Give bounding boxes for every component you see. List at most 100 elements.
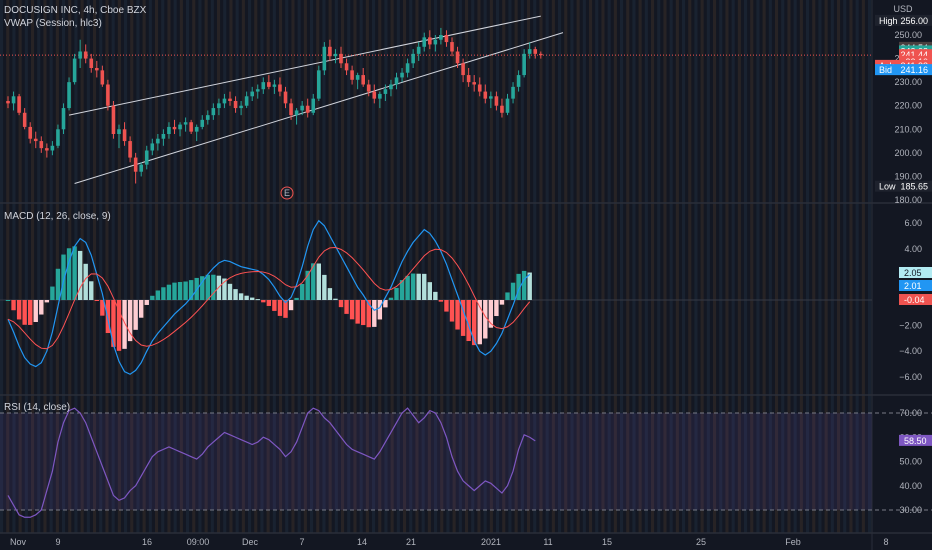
macd-title[interactable]: MACD (12, 26, close, 9) bbox=[4, 211, 111, 222]
macd-histogram-bar bbox=[200, 276, 205, 300]
session-band bbox=[682, 0, 686, 533]
candle-body bbox=[311, 98, 316, 113]
macd-histogram-bar bbox=[433, 291, 438, 300]
price-panel[interactable]: E bbox=[0, 15, 872, 200]
session-band bbox=[328, 0, 332, 533]
candle-body bbox=[339, 53, 343, 64]
macd-histogram-bar bbox=[388, 297, 394, 300]
price-tag-box bbox=[875, 180, 932, 192]
macd-tick-label: 6.00 bbox=[904, 218, 922, 228]
rsi-title[interactable]: RSI (14, close) bbox=[4, 402, 71, 413]
macd-histogram-bar bbox=[438, 300, 444, 302]
session-band bbox=[564, 0, 568, 533]
candle-body bbox=[527, 49, 532, 54]
macd-histogram-bar bbox=[150, 295, 155, 300]
candle-body bbox=[428, 37, 432, 45]
rsi-panel[interactable] bbox=[0, 407, 932, 518]
time-tick-label: 16 bbox=[142, 537, 152, 547]
session-band bbox=[384, 0, 388, 533]
rsi-tick-label: 50.00 bbox=[899, 457, 922, 467]
session-band bbox=[217, 0, 221, 533]
session-band bbox=[663, 0, 667, 533]
macd-histogram-bar bbox=[33, 300, 38, 323]
macd-tag-value: -0.04 bbox=[904, 295, 925, 305]
session-band bbox=[725, 0, 729, 533]
candle-body bbox=[28, 126, 32, 139]
time-tick-label: 25 bbox=[696, 537, 706, 547]
channel-lower-line bbox=[74, 32, 564, 184]
macd-legend[interactable]: MACD (12, 26, close, 9) bbox=[4, 210, 111, 223]
session-band bbox=[353, 0, 357, 533]
price-tag-box bbox=[875, 14, 932, 26]
price-legend[interactable]: DOCUSIGN INC, 4h, Cboe BZX VWAP (Session… bbox=[4, 4, 146, 30]
macd-tick-label: −6.00 bbox=[899, 372, 922, 382]
price-tick-label: 180.00 bbox=[894, 195, 922, 205]
rsi-legend[interactable]: RSI (14, close) bbox=[4, 401, 70, 414]
session-band bbox=[334, 0, 338, 533]
session-band bbox=[186, 0, 190, 533]
macd-tick-label: −2.00 bbox=[899, 321, 922, 331]
session-band bbox=[229, 0, 233, 533]
candle-body bbox=[206, 115, 210, 120]
vwap-indicator-label[interactable]: VWAP (Session, hlc3) bbox=[4, 18, 102, 29]
macd-histogram-bar bbox=[416, 273, 421, 300]
macd-histogram-bar bbox=[455, 300, 460, 330]
macd-histogram-bar bbox=[127, 300, 133, 342]
session-band bbox=[179, 0, 183, 533]
session-band bbox=[173, 0, 177, 533]
macd-histogram-bar bbox=[316, 263, 321, 300]
candle-body bbox=[411, 53, 415, 64]
macd-histogram-bar bbox=[460, 300, 466, 336]
macd-histogram-bar bbox=[294, 297, 299, 300]
price-tick-label: 210.00 bbox=[894, 124, 922, 134]
time-tick-label: 09:00 bbox=[187, 537, 210, 547]
session-band bbox=[266, 0, 270, 533]
macd-tag-value: 2.01 bbox=[904, 281, 922, 291]
session-band bbox=[626, 0, 630, 533]
candle-body bbox=[439, 35, 443, 40]
macd-histogram-bar bbox=[394, 287, 399, 300]
macd-histogram-bar bbox=[261, 300, 266, 303]
session-band bbox=[167, 0, 171, 533]
session-band bbox=[378, 0, 382, 533]
macd-histogram-bar bbox=[139, 300, 144, 318]
session-band bbox=[768, 0, 772, 533]
session-band bbox=[241, 0, 245, 533]
session-band bbox=[117, 0, 121, 533]
session-band bbox=[669, 0, 673, 533]
candle-body bbox=[433, 39, 438, 45]
candle-body bbox=[283, 91, 288, 104]
session-band bbox=[37, 0, 41, 533]
macd-histogram-bar bbox=[211, 274, 216, 300]
session-band bbox=[477, 0, 481, 533]
macd-histogram-bar bbox=[377, 300, 383, 320]
candle-body bbox=[272, 84, 277, 87]
session-band bbox=[558, 0, 562, 533]
macd-histogram-bar bbox=[155, 290, 161, 300]
macd-histogram-bar bbox=[366, 300, 371, 328]
macd-histogram-bar bbox=[405, 275, 410, 300]
macd-histogram-bar bbox=[499, 300, 505, 305]
session-band bbox=[601, 0, 605, 533]
macd-histogram-bar bbox=[133, 300, 138, 330]
macd-tag-value: 2.05 bbox=[904, 268, 922, 278]
session-band bbox=[781, 0, 785, 533]
candle-body bbox=[466, 75, 471, 83]
candle-body bbox=[200, 119, 205, 127]
session-band bbox=[657, 0, 661, 533]
session-band bbox=[496, 0, 500, 533]
session-band bbox=[868, 0, 872, 533]
candle-body bbox=[50, 145, 55, 151]
price-tick-label: 190.00 bbox=[894, 171, 922, 181]
session-band bbox=[24, 0, 28, 533]
price-axis[interactable]: USD250.00240.00230.00220.00210.00200.001… bbox=[875, 4, 932, 515]
candle-body bbox=[317, 70, 321, 99]
time-axis[interactable]: Nov 9 16 09:00 Dec 7 14 21 2021 11 15 25 Feb 8 bbox=[10, 537, 889, 547]
candle-body bbox=[278, 84, 282, 92]
macd-histogram-bar bbox=[355, 300, 360, 324]
session-band bbox=[713, 0, 717, 533]
macd-panel[interactable] bbox=[0, 219, 872, 375]
candle-body bbox=[172, 126, 177, 130]
session-band bbox=[359, 0, 363, 533]
